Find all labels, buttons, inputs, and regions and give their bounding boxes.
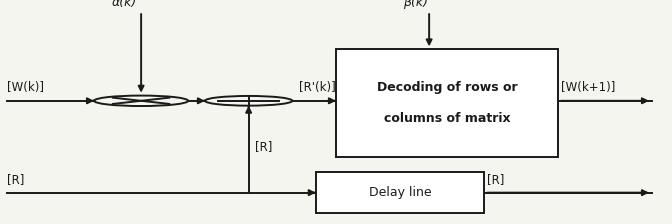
Text: [W(k+1)]: [W(k+1)] (561, 81, 616, 94)
Text: [R]: [R] (255, 140, 273, 153)
Text: Delay line: Delay line (368, 186, 431, 199)
Text: α(k): α(k) (112, 0, 137, 9)
Text: β(k): β(k) (403, 0, 428, 9)
Bar (336, 49, 558, 157)
Text: [R]: [R] (487, 173, 505, 186)
Ellipse shape (205, 96, 292, 106)
Text: [R'(k)]: [R'(k)] (299, 81, 336, 94)
Text: Decoding of rows or: Decoding of rows or (376, 81, 517, 94)
Text: [R]: [R] (7, 173, 24, 186)
Text: columns of matrix: columns of matrix (384, 112, 510, 125)
Ellipse shape (94, 96, 188, 106)
Text: [W(k)]: [W(k)] (7, 81, 44, 94)
Bar (316, 172, 484, 213)
